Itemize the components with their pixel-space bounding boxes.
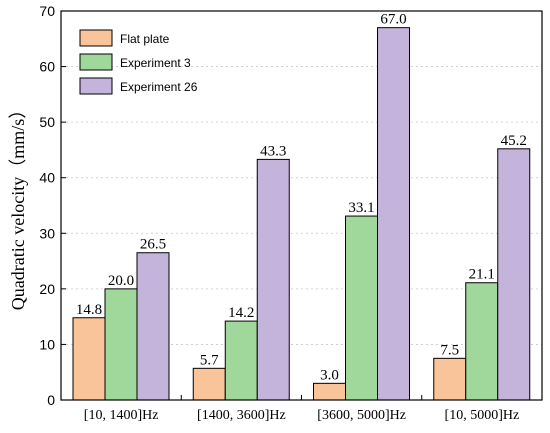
y-tick-label: 10 bbox=[39, 336, 55, 352]
y-axis-title: Quadratic velocity（mm/s） bbox=[8, 101, 28, 310]
x-tick-label: [3600, 5000]Hz bbox=[317, 408, 406, 423]
data-label: 14.8 bbox=[76, 302, 102, 318]
plot-frame bbox=[60, 10, 543, 401]
data-label: 33.1 bbox=[348, 200, 374, 216]
legend-swatch bbox=[79, 53, 113, 71]
y-tick-label: 40 bbox=[39, 170, 55, 186]
data-label: 14.2 bbox=[228, 305, 254, 321]
y-tick-label: 70 bbox=[39, 3, 55, 19]
x-tick-label: [1400, 3600]Hz bbox=[197, 408, 286, 423]
data-label: 20.0 bbox=[108, 273, 134, 289]
data-label: 3.0 bbox=[320, 367, 339, 383]
axis-layer: 0 10 20 30 40 50 60 70 [10, 1400]Hz [1400, 3600]H… bbox=[39, 3, 543, 423]
bar-experiment-26 bbox=[377, 27, 410, 401]
legend-swatch bbox=[79, 77, 113, 95]
data-label: 26.5 bbox=[140, 237, 166, 253]
bar-experiment-3 bbox=[224, 320, 258, 401]
legend-label: Experiment 26 bbox=[120, 80, 198, 94]
legend-swatch bbox=[79, 29, 113, 47]
y-tick-label: 20 bbox=[39, 281, 55, 297]
legend: Flat plate Experiment 3 Experiment 26 bbox=[79, 29, 198, 95]
data-label: 5.7 bbox=[200, 352, 219, 368]
bar-experiment-3 bbox=[465, 282, 499, 401]
y-tick-label: 30 bbox=[39, 225, 55, 241]
legend-label: Experiment 3 bbox=[120, 56, 191, 70]
data-label: 21.1 bbox=[469, 267, 495, 283]
bar-experiment-26 bbox=[136, 252, 170, 401]
legend-label: Flat plate bbox=[120, 32, 170, 46]
data-labels-layer: 14.8 20.0 26.5 5.7 14.2 43.3 3.0 33.1 67.0 7.5 21.… bbox=[76, 12, 527, 384]
bars-layer bbox=[72, 27, 531, 401]
bar-flat-plate bbox=[72, 317, 106, 401]
y-tick-label: 60 bbox=[39, 59, 55, 75]
y-tick-label: 0 bbox=[47, 392, 55, 408]
bar-experiment-26 bbox=[497, 148, 531, 401]
bar-flat-plate bbox=[433, 357, 467, 401]
bar-flat-plate bbox=[192, 367, 226, 401]
bar-experiment-26 bbox=[256, 158, 290, 401]
x-tick-label: [10, 1400]Hz bbox=[84, 408, 159, 423]
y-tick-label: 50 bbox=[39, 114, 55, 130]
data-label: 45.2 bbox=[501, 133, 527, 149]
data-label: 43.3 bbox=[260, 143, 286, 159]
bar-flat-plate bbox=[313, 382, 346, 401]
x-tick-label: [10, 5000]Hz bbox=[445, 408, 520, 423]
bar-experiment-3 bbox=[104, 288, 138, 401]
data-label: 67.0 bbox=[380, 12, 406, 28]
bar-experiment-3 bbox=[345, 215, 378, 401]
data-label: 7.5 bbox=[440, 342, 459, 358]
